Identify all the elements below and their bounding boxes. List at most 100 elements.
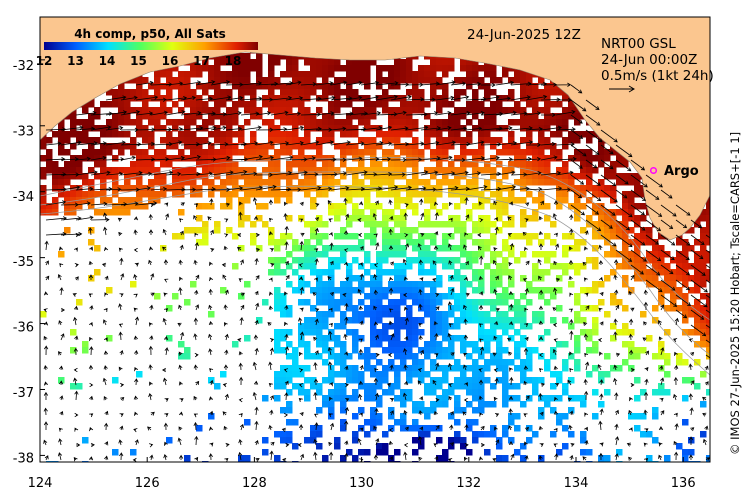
- sst-pixel: [394, 77, 401, 84]
- current-arrow: [240, 171, 258, 176]
- sst-pixel: [190, 167, 197, 174]
- sst-pixel: [334, 371, 341, 378]
- sst-pixel: [478, 299, 485, 306]
- sst-pixel: [304, 341, 311, 348]
- current-arrow: [269, 409, 274, 416]
- sst-pixel: [154, 83, 161, 90]
- sst-pixel: [148, 191, 155, 198]
- current-arrow: [165, 81, 184, 86]
- current-arrow: [552, 213, 557, 221]
- sst-pixel: [52, 131, 59, 138]
- sst-pixel: [526, 137, 533, 144]
- sst-pixel: [304, 323, 311, 330]
- sst-pixel: [304, 263, 311, 270]
- sst-pixel: [478, 407, 485, 414]
- current-arrow: [59, 287, 64, 296]
- sst-pixel: [70, 167, 77, 174]
- current-arrow: [569, 228, 574, 236]
- sst-pixel: [640, 311, 647, 318]
- sst-pixel: [358, 185, 365, 192]
- sst-pixel: [412, 371, 419, 378]
- current-arrow: [133, 293, 138, 298]
- current-arrow: [120, 155, 136, 161]
- current-arrow: [224, 393, 229, 401]
- sst-pixel: [358, 317, 365, 324]
- sst-pixel: [100, 191, 107, 198]
- current-arrow: [433, 410, 438, 416]
- sst-pixel: [514, 179, 521, 186]
- sst-pixel: [256, 65, 263, 72]
- sst-pixel: [508, 269, 515, 276]
- sst-pixel: [454, 365, 461, 372]
- sst-pixel: [400, 149, 407, 156]
- sst-pixel: [316, 281, 323, 288]
- sst-pixel: [310, 59, 317, 66]
- sst-pixel: [418, 245, 425, 252]
- current-arrow: [598, 351, 603, 356]
- sst-pixel: [532, 179, 539, 186]
- sst-pixel: [352, 179, 359, 186]
- sst-pixel: [628, 227, 635, 234]
- current-arrow: [705, 234, 710, 239]
- sst-pixel: [262, 395, 269, 402]
- sst-pixel: [298, 89, 305, 96]
- sst-pixel: [328, 311, 335, 318]
- sst-pixel: [190, 71, 197, 78]
- sst-pixel: [382, 167, 389, 174]
- current-arrow: [149, 304, 154, 311]
- sst-pixel: [178, 77, 185, 84]
- sst-pixel: [352, 455, 359, 462]
- sst-pixel: [346, 305, 353, 312]
- current-arrow: [569, 214, 574, 221]
- sst-pixel: [208, 413, 215, 420]
- sst-pixel: [316, 191, 323, 198]
- sst-pixel: [568, 407, 575, 414]
- sst-pixel: [520, 77, 527, 84]
- sst-pixel: [136, 155, 143, 162]
- sst-pixel: [340, 149, 347, 156]
- sst-pixel: [292, 83, 299, 90]
- sst-pixel: [568, 101, 575, 108]
- sst-pixel: [94, 191, 101, 198]
- sst-pixel: [388, 341, 395, 348]
- sst-pixel: [274, 383, 281, 390]
- sst-pixel: [466, 149, 473, 156]
- sst-pixel: [646, 455, 653, 462]
- sst-pixel: [310, 173, 317, 180]
- sst-pixel: [484, 329, 491, 336]
- sst-pixel: [286, 341, 293, 348]
- sst-pixel: [340, 173, 347, 180]
- sst-pixel: [382, 239, 389, 246]
- current-arrow: [630, 274, 635, 281]
- sst-pixel: [304, 299, 311, 306]
- current-arrow: [74, 247, 78, 252]
- sst-pixel: [220, 137, 227, 144]
- current-arrow: [118, 247, 123, 252]
- current-arrow: [552, 348, 557, 356]
- current-arrow: [552, 307, 557, 312]
- sst-pixel: [244, 71, 251, 78]
- sst-pixel: [286, 353, 293, 360]
- sst-pixel: [298, 257, 305, 264]
- sst-pixel: [676, 269, 683, 276]
- sst-pixel: [604, 389, 611, 396]
- sst-pixel: [286, 389, 293, 396]
- sst-pixel: [148, 167, 155, 174]
- sst-pixel: [406, 233, 413, 240]
- current-arrow: [525, 142, 542, 148]
- sst-pixel: [286, 329, 293, 336]
- current-arrow: [43, 365, 48, 371]
- sst-pixel: [532, 173, 539, 180]
- sst-pixel: [388, 281, 395, 288]
- current-arrow: [134, 378, 139, 386]
- sst-pixel: [424, 143, 431, 150]
- current-arrow: [210, 112, 227, 117]
- sst-pixel: [424, 113, 431, 120]
- sst-pixel: [454, 257, 461, 264]
- sst-pixel: [226, 113, 233, 120]
- sst-pixel: [268, 101, 275, 108]
- sst-pixel: [406, 179, 413, 186]
- sst-pixel: [484, 125, 491, 132]
- sst-pixel: [526, 233, 533, 240]
- sst-pixel: [454, 89, 461, 96]
